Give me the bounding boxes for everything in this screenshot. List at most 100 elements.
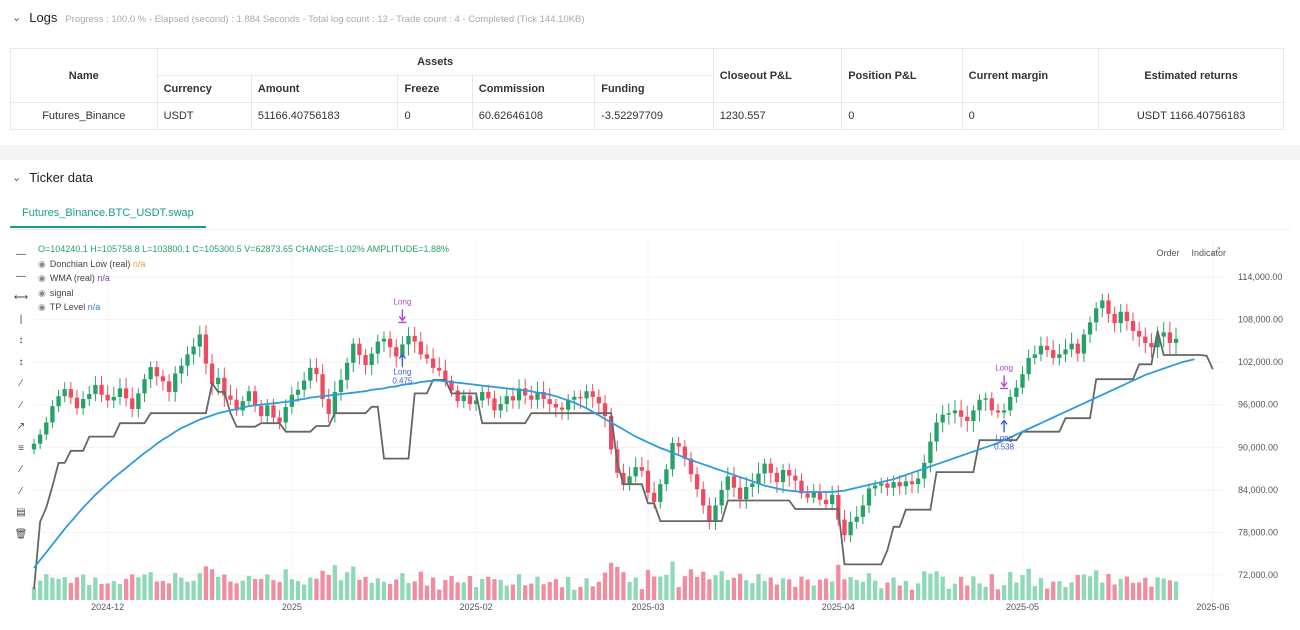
price-chart[interactable]: 114,000.00 108,000.00 102,000.00 96,000.00 9… xyxy=(0,160,1300,630)
eye-icon[interactable]: ◉ xyxy=(38,273,46,283)
candlestick xyxy=(909,481,915,485)
candlestick xyxy=(1081,334,1087,354)
volume-bar xyxy=(99,583,104,600)
candlestick xyxy=(836,494,841,520)
volume-bar xyxy=(449,575,454,600)
candlestick xyxy=(105,394,110,401)
ticker-header[interactable]: ⌄ Ticker data xyxy=(12,170,93,185)
candlestick xyxy=(259,406,264,417)
volume-bar xyxy=(1001,585,1007,600)
candlestick xyxy=(768,463,773,473)
x-tick-label: 2025-02 xyxy=(460,602,493,612)
volume-bar xyxy=(492,579,497,600)
candlestick xyxy=(928,441,933,463)
candlestick xyxy=(173,373,178,392)
tab-btc-usdt-swap[interactable]: Futures_Binance.BTC_USDT.swap xyxy=(10,198,206,228)
legend-wma[interactable]: ◉ WMA (real) n/a xyxy=(38,273,110,283)
vertical-line-icon[interactable]: | xyxy=(19,313,23,325)
candlestick xyxy=(363,355,368,365)
eye-icon[interactable]: ◉ xyxy=(38,287,46,298)
candlestick xyxy=(756,473,761,484)
ray-line-icon[interactable]: ∕ xyxy=(20,399,22,411)
eye-icon[interactable]: ◉ xyxy=(38,302,46,312)
volume-bar xyxy=(1143,577,1148,600)
volume-bar xyxy=(645,570,651,600)
candlestick xyxy=(203,334,209,364)
volume-bar xyxy=(725,580,730,600)
subcol-currency: Currency xyxy=(156,75,252,103)
candlestick xyxy=(486,391,491,399)
volume-bar xyxy=(74,577,80,600)
horizontal-line-icon[interactable]: — xyxy=(16,249,26,261)
volume-bar xyxy=(621,572,626,600)
legend-signal[interactable]: ◉ signal xyxy=(38,287,74,298)
candlestick xyxy=(369,353,374,365)
candlestick xyxy=(56,396,61,407)
volume-bar xyxy=(559,587,565,600)
candlestick xyxy=(1094,308,1099,323)
volume-bar xyxy=(467,576,473,600)
col-returns: Estimated returns xyxy=(1098,48,1284,103)
ruler-icon[interactable]: ▤ xyxy=(16,507,26,519)
candlestick xyxy=(1161,332,1166,337)
candlestick xyxy=(553,404,559,408)
volume-bar xyxy=(971,576,976,600)
volume-bar xyxy=(1118,578,1123,600)
volume-bar xyxy=(216,576,221,600)
logs-header[interactable]: ⌄ Logs Progress : 100.0 % - Elapsed (sec… xyxy=(12,10,585,25)
candlestick xyxy=(117,388,123,397)
indicator-button[interactable]: Indicator xyxy=(1191,248,1226,258)
candlestick xyxy=(572,396,577,400)
candlestick xyxy=(197,334,202,347)
x-tick-label: 2024-12 xyxy=(91,602,124,612)
chevron-down-icon[interactable]: ⌄ xyxy=(12,172,22,184)
y-tick-label: 108,000.00 xyxy=(1238,315,1283,325)
candlestick xyxy=(529,395,534,400)
y-tick-label: 102,000.00 xyxy=(1238,357,1283,367)
x-tick-label: 2025-06 xyxy=(1196,602,1229,612)
parallel-channel-icon[interactable]: ⁄ xyxy=(20,464,22,476)
volume-bar xyxy=(682,576,687,600)
volume-bar xyxy=(1106,574,1111,600)
candlestick xyxy=(1020,374,1025,388)
col-closeout: Closeout P&L xyxy=(712,48,843,103)
fib-icon[interactable]: ⁄ xyxy=(20,485,22,497)
extended-line-icon[interactable]: ⟷ xyxy=(13,292,29,304)
vertical-range-icon[interactable]: ↕ xyxy=(18,356,24,368)
order-button[interactable]: Order xyxy=(1156,248,1180,258)
candlestick xyxy=(934,422,939,442)
volume-bar xyxy=(412,581,417,600)
volume-bar xyxy=(68,583,73,600)
candlestick xyxy=(332,391,337,414)
volume-bar xyxy=(277,581,282,600)
legend-donchian[interactable]: ◉ Donchian Low (real) n/a xyxy=(38,258,146,269)
cross-line-icon[interactable]: ↕ xyxy=(18,335,24,347)
volume-bar xyxy=(958,576,964,600)
x-tick-label: 2025-05 xyxy=(1006,602,1039,612)
volume-bar xyxy=(1167,580,1173,600)
chevron-down-icon[interactable]: ⌄ xyxy=(12,12,22,24)
candlestick xyxy=(136,393,141,409)
arrow-line-icon[interactable]: ↗ xyxy=(16,421,26,433)
trend-line-icon[interactable]: ∕ xyxy=(20,378,22,390)
volume-bar xyxy=(185,581,190,600)
volume-bar xyxy=(1149,586,1154,600)
candlestick xyxy=(578,396,583,399)
wma-line xyxy=(33,358,1195,569)
trash-icon[interactable]: 🗑 xyxy=(14,528,28,540)
candlestick xyxy=(87,394,92,400)
volume-bar xyxy=(283,569,288,600)
col-assets: Assets xyxy=(156,48,714,76)
candlestick xyxy=(805,493,810,498)
candlestick xyxy=(123,388,129,399)
candlestick xyxy=(283,406,288,423)
expand-icon[interactable]: ⤢ xyxy=(1212,246,1220,257)
price-label-icon[interactable]: ≡ xyxy=(18,442,24,454)
legend-tp-level[interactable]: ◉ TP Level n/a xyxy=(38,302,101,312)
candlestick xyxy=(596,396,602,404)
volume-bar xyxy=(823,578,829,600)
volume-bar xyxy=(713,575,718,600)
horizontal-ray-icon[interactable]: — xyxy=(16,270,26,282)
candlestick xyxy=(148,367,153,380)
eye-icon[interactable]: ◉ xyxy=(38,258,46,269)
